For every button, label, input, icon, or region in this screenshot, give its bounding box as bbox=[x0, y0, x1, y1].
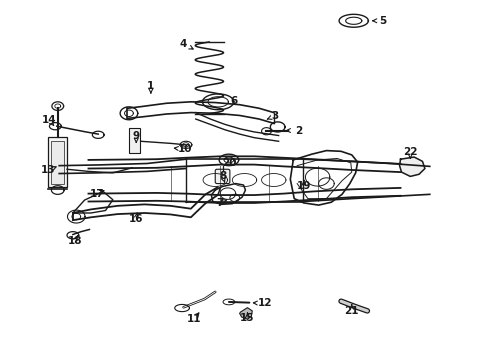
Text: 22: 22 bbox=[402, 147, 417, 157]
Text: 12: 12 bbox=[257, 298, 272, 309]
Text: 11: 11 bbox=[186, 314, 201, 324]
Text: 19: 19 bbox=[296, 181, 310, 191]
Text: 3: 3 bbox=[270, 111, 278, 121]
FancyBboxPatch shape bbox=[129, 128, 140, 153]
Text: 9: 9 bbox=[132, 131, 140, 141]
Text: 2: 2 bbox=[295, 126, 302, 135]
Text: 5: 5 bbox=[379, 16, 386, 26]
Text: 8: 8 bbox=[219, 171, 226, 181]
Text: 14: 14 bbox=[42, 116, 57, 126]
Text: 21: 21 bbox=[344, 306, 358, 315]
Text: 13: 13 bbox=[41, 165, 56, 175]
FancyBboxPatch shape bbox=[215, 169, 229, 184]
Text: 6: 6 bbox=[230, 96, 237, 106]
Text: 4: 4 bbox=[179, 39, 186, 49]
Text: 16: 16 bbox=[129, 214, 143, 224]
Text: 15: 15 bbox=[240, 314, 254, 323]
Text: 1: 1 bbox=[147, 81, 154, 91]
Text: 20: 20 bbox=[221, 158, 236, 168]
Text: 10: 10 bbox=[178, 144, 192, 154]
FancyBboxPatch shape bbox=[48, 137, 67, 187]
FancyBboxPatch shape bbox=[51, 140, 64, 184]
Text: 18: 18 bbox=[67, 236, 82, 246]
Text: 7: 7 bbox=[216, 198, 224, 208]
Polygon shape bbox=[239, 308, 252, 319]
Text: 17: 17 bbox=[90, 189, 104, 199]
Polygon shape bbox=[399, 157, 424, 176]
